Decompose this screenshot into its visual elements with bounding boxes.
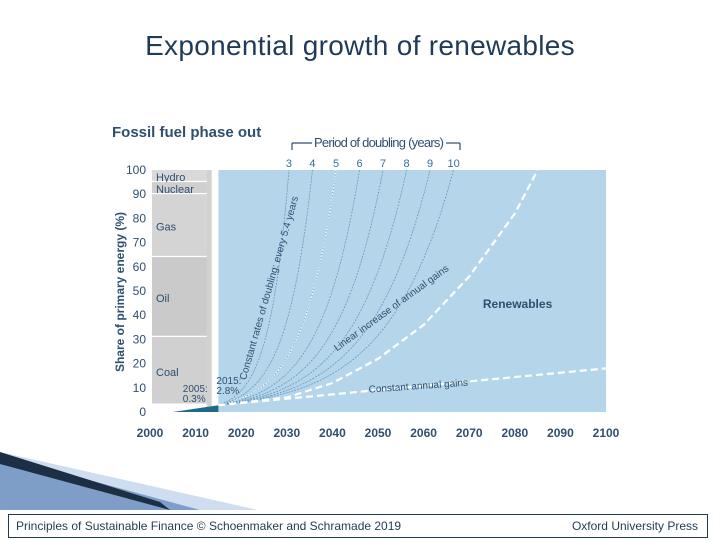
- y-tick-70: 70: [133, 236, 147, 250]
- y-tick-80: 80: [133, 211, 147, 225]
- doubling-label-9: 9: [427, 158, 433, 170]
- observed-renewables: [172, 405, 219, 412]
- chart-title: Fossil fuel phase out: [112, 124, 261, 141]
- corner-decoration: [0, 452, 258, 510]
- doubling-header: Period of doubling (years): [291, 135, 461, 150]
- x-tick-2080: 2080: [501, 426, 528, 440]
- observed-value-2005: 0.3%: [183, 394, 206, 405]
- doubling-curve-dots-7: [218, 169, 384, 406]
- doubling-curve-9: [218, 169, 431, 406]
- scenario-curve-1: [218, 367, 607, 407]
- renewables-chart: Fossil fuel phase out Period of doubling…: [112, 124, 620, 440]
- x-tick-2090: 2090: [547, 426, 574, 440]
- footer-citation: Principles of Sustainable Finance © Scho…: [16, 519, 402, 533]
- band-nuclear: [152, 182, 207, 195]
- renewables-area: [218, 170, 606, 412]
- band-hydro: [152, 170, 207, 183]
- band-label-nuclear: Nuclear: [156, 184, 194, 196]
- x-tick-2020: 2020: [228, 426, 255, 440]
- observed-year-2015: 2015:: [216, 376, 241, 387]
- y-tick-0: 0: [139, 405, 146, 419]
- doubling-label-3: 3: [286, 158, 292, 170]
- doubling-curve-8: [218, 169, 408, 406]
- x-tick-2010: 2010: [182, 426, 209, 440]
- doubling-label-7: 7: [380, 158, 386, 170]
- band-coal: [152, 336, 207, 405]
- x-tick-2040: 2040: [319, 426, 346, 440]
- x-tick-2050: 2050: [365, 426, 392, 440]
- annotation-renewables: Renewables: [483, 297, 553, 311]
- y-tick-50: 50: [133, 284, 147, 298]
- band-shadow: [206, 170, 212, 412]
- doubling-curve-dots-6: [218, 169, 360, 406]
- doubling-curve-7: [218, 169, 384, 406]
- y-tick-10: 10: [133, 381, 147, 395]
- doubling-label-6: 6: [356, 158, 362, 170]
- doubling-label-8: 8: [404, 158, 410, 170]
- slide-title: Exponential growth of renewables: [145, 30, 575, 61]
- y-tick-60: 60: [133, 260, 147, 274]
- x-tick-2070: 2070: [456, 426, 483, 440]
- doubling-label-10: 10: [447, 158, 459, 170]
- doubling-curve-4: [218, 169, 313, 406]
- x-tick-2030: 2030: [273, 426, 300, 440]
- doubling-label-4: 4: [309, 158, 315, 170]
- x-tick-2100: 2100: [593, 426, 620, 440]
- y-tick-30: 30: [133, 332, 147, 346]
- doubling-curve-dots-10: [218, 169, 454, 406]
- band-oil: [152, 257, 207, 337]
- footer-publisher: Oxford University Press: [571, 519, 698, 533]
- band-label-gas: Gas: [156, 222, 177, 234]
- band-label-oil: Oil: [156, 293, 169, 305]
- band-gas: [152, 194, 207, 258]
- y-axis-label: Share of primary energy (%): [113, 212, 127, 372]
- y-tick-90: 90: [133, 187, 147, 201]
- scenario-curve-0: [218, 169, 539, 407]
- doubling-label-5: 5: [333, 158, 339, 170]
- y-tick-40: 40: [133, 308, 147, 322]
- x-tick-2000: 2000: [137, 426, 164, 440]
- x-tick-2060: 2060: [410, 426, 437, 440]
- y-tick-20: 20: [133, 357, 147, 371]
- y-tick-100: 100: [126, 163, 146, 177]
- band-label-hydro: Hydro: [156, 172, 185, 184]
- observed-value-2015: 2.8%: [216, 386, 239, 397]
- doubling-curve-dots-5: [218, 169, 337, 406]
- footer-bar: [8, 514, 708, 538]
- doubling-curve-3: [218, 169, 290, 406]
- doubling-header-label: Period of doubling (years): [314, 135, 444, 150]
- band-label-coal: Coal: [156, 367, 179, 379]
- observed-year-2005: 2005:: [183, 384, 208, 395]
